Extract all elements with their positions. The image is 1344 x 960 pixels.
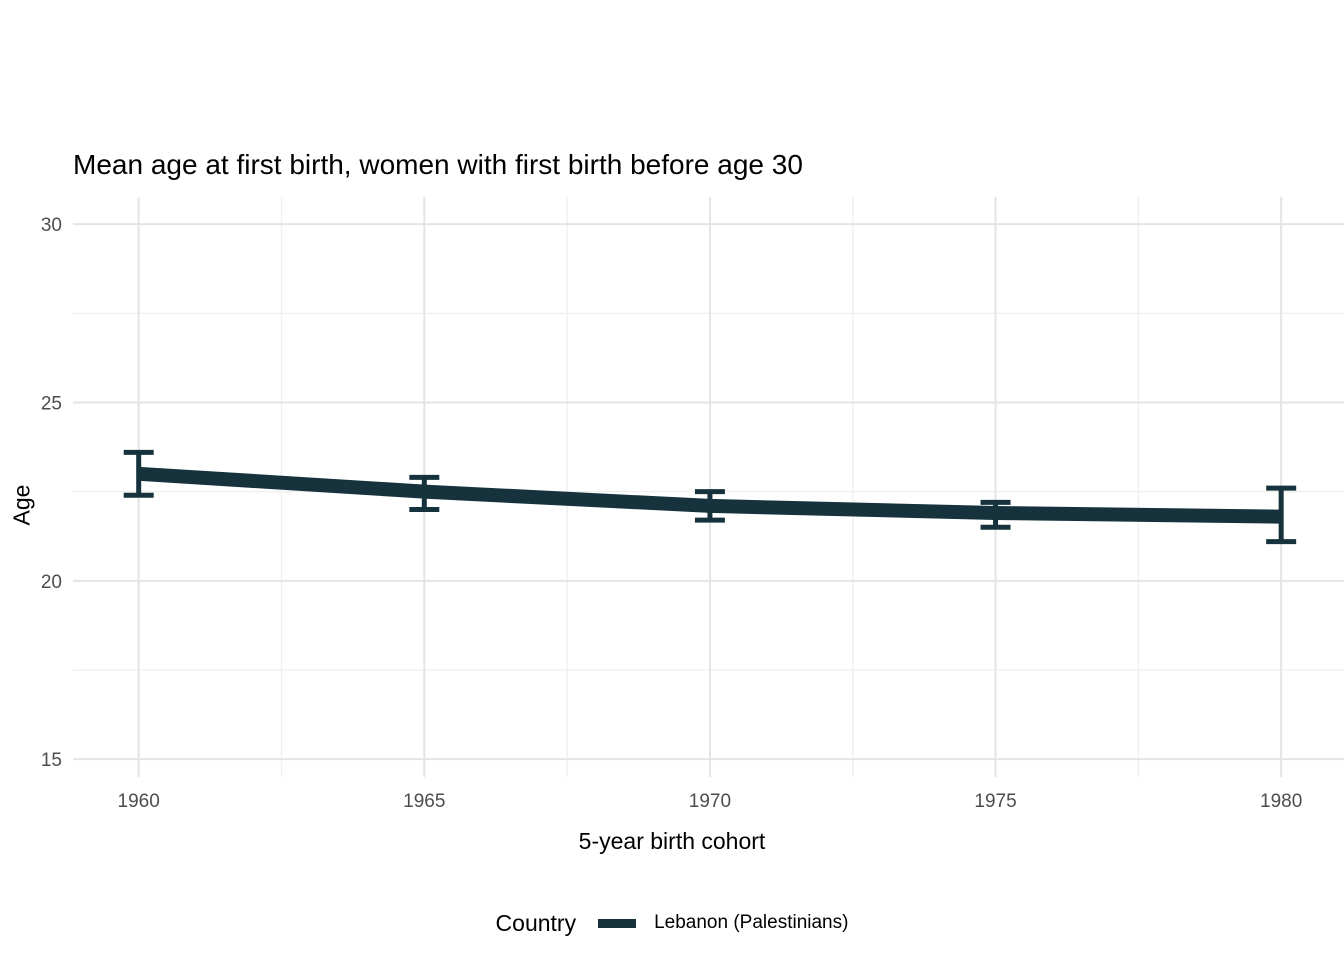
y-tick-label: 15 [41, 750, 62, 771]
x-tick-label: 1960 [118, 791, 160, 812]
x-tick-label: 1970 [689, 791, 731, 812]
legend-title: Country [495, 909, 577, 936]
legend: Country Lebanon (Palestinians) [0, 903, 1344, 943]
x-tick-label: 1965 [403, 791, 445, 812]
x-axis-title: 5-year birth cohort [578, 828, 766, 854]
y-axis-title: Age [8, 484, 35, 526]
legend-key-swatch [598, 918, 637, 928]
x-tick-label: 1975 [974, 791, 1016, 812]
y-tick-label: 25 [41, 393, 62, 414]
x-tick-label: 1980 [1260, 791, 1302, 812]
chart-title: Mean age at first birth, women with firs… [73, 149, 803, 180]
y-tick-label: 20 [41, 572, 62, 593]
legend-entry-label: Lebanon (Palestinians) [654, 912, 849, 933]
y-tick-label: 30 [41, 215, 62, 236]
